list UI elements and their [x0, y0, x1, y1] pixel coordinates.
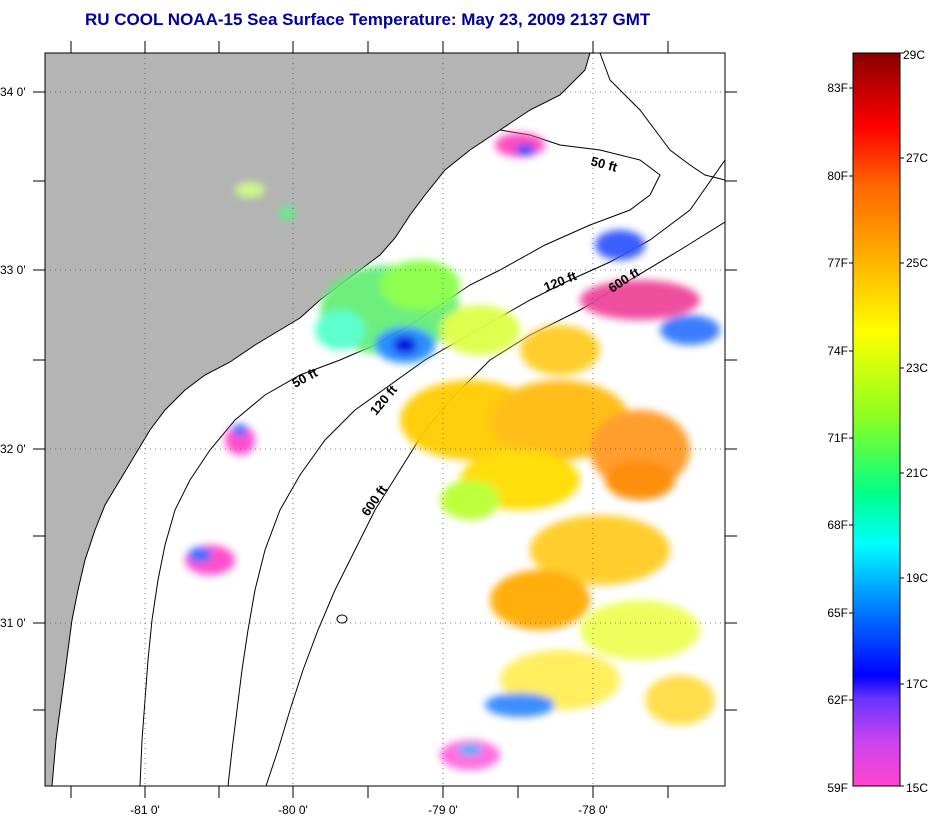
- graticule: [45, 53, 725, 786]
- lat-label: 33 0': [0, 263, 26, 277]
- lat-label: 31 0': [0, 616, 26, 630]
- isobath-label: 50 ft: [589, 153, 619, 175]
- isobath-120ft: [227, 159, 725, 786]
- lon-label: -79 0': [428, 803, 458, 817]
- lon-label: -80 0': [278, 803, 308, 817]
- coastline: [51, 53, 591, 786]
- colorbar: [852, 52, 901, 787]
- colorbar-c-label: 15C: [906, 781, 928, 795]
- sst-field: [185, 133, 720, 770]
- colorbar-f-label: 80F: [827, 169, 848, 183]
- land-mass: [45, 53, 590, 786]
- colorbar-c-label: 27C: [906, 151, 928, 165]
- seamount-contour: [336, 614, 348, 624]
- colorbar-c-label: 17C: [906, 677, 928, 691]
- ticks: [33, 41, 737, 798]
- colorbar-c-label: 29C: [903, 48, 925, 62]
- colorbar-f-label: 62F: [827, 693, 848, 707]
- map-area: [45, 53, 725, 786]
- lon-label: -81 0': [130, 803, 160, 817]
- map-title: RU COOL NOAA-15 Sea Surface Temperature:…: [85, 10, 651, 29]
- map-frame: [44, 52, 726, 787]
- colorbar-f-label: 71F: [827, 431, 848, 445]
- colorbar-c-label: 25C: [906, 256, 928, 270]
- colorbar-f-label: 59F: [827, 781, 848, 795]
- colorbar-f-label: 77F: [827, 256, 848, 270]
- colorbar-c-label: 19C: [906, 571, 928, 585]
- colorbar-f-label: 68F: [827, 518, 848, 532]
- lat-label: 32 0': [0, 442, 26, 456]
- colorbar-ticks: [849, 52, 904, 787]
- coastline-north: [599, 53, 725, 181]
- colorbar-c-label: 23C: [906, 361, 928, 375]
- colorbar-f-label: 83F: [827, 81, 848, 95]
- lat-label: 34 0': [0, 85, 26, 99]
- colorbar-f-label: 74F: [827, 344, 848, 358]
- colorbar-c-label: 21C: [906, 466, 928, 480]
- colorbar-f-label: 65F: [827, 606, 848, 620]
- lon-label: -78 0': [578, 803, 608, 817]
